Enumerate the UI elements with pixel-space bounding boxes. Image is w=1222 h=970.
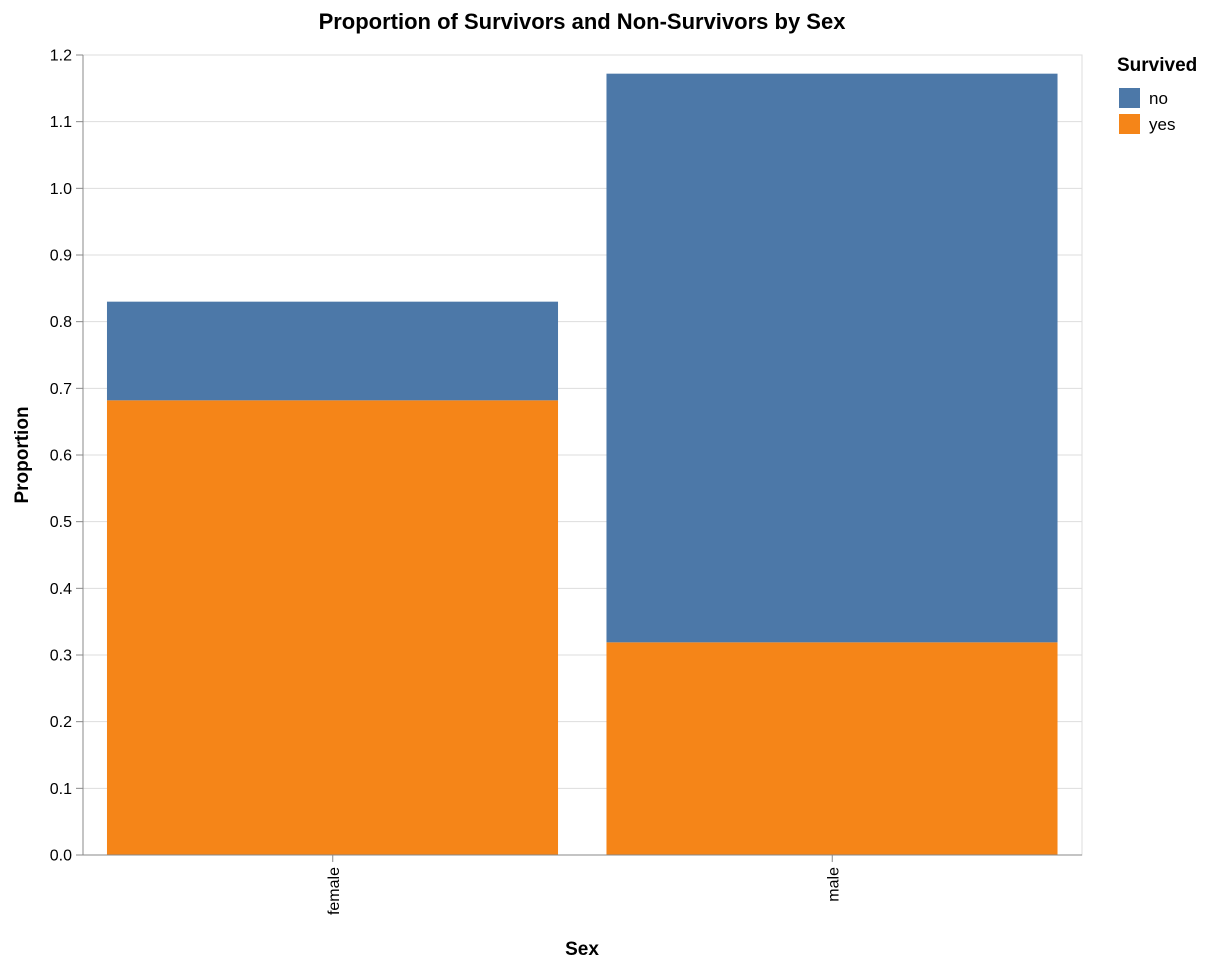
plot-area: 0.00.10.20.30.40.50.60.70.80.91.01.11.2 … [50, 48, 1083, 915]
y-tick-label: 0.5 [50, 514, 72, 531]
y-tick-label: 0.1 [50, 781, 72, 798]
y-axis: 0.0 0.1 0.2 0.3 0.4 0.5 0.6 0.7 0.8 0.9 1.0 1.1 1.2 [50, 48, 84, 865]
x-axis-title: Sex [565, 939, 599, 960]
legend-entries: no yes [1119, 88, 1175, 134]
legend-label-yes: yes [1149, 115, 1175, 134]
legend-swatch-yes [1119, 114, 1140, 134]
y-tick-label: 0.6 [50, 448, 72, 465]
bar-yes-female [106, 400, 559, 855]
y-tick-label: 1.2 [50, 48, 72, 65]
y-tick-label: 0.9 [50, 248, 72, 265]
y-tick-label: 1.1 [50, 114, 72, 131]
y-tick-label: 0.8 [50, 314, 72, 331]
y-tick-label: 1.0 [50, 181, 72, 198]
x-axis: female male [83, 854, 1082, 915]
legend: Survived no yes [1117, 55, 1197, 134]
y-tick-label: 0.3 [50, 648, 72, 665]
legend-label-no: no [1149, 89, 1168, 108]
x-tick-label: male [825, 867, 842, 902]
bars [106, 73, 1058, 855]
chart-title: Proportion of Survivors and Non-Survivor… [319, 9, 847, 34]
y-tick-label: 0.7 [50, 381, 72, 398]
y-tick-label: 0.4 [50, 581, 72, 598]
legend-title: Survived [1117, 55, 1197, 76]
y-tick-label: 0.0 [50, 848, 72, 865]
y-tick-label: 0.2 [50, 714, 72, 731]
bar-yes-male [606, 642, 1058, 855]
x-tick-label: female [326, 867, 343, 915]
bar-no-male [606, 73, 1058, 643]
bar-no-female [106, 301, 559, 401]
y-axis-title: Proportion [12, 406, 33, 503]
legend-swatch-no [1119, 88, 1140, 108]
